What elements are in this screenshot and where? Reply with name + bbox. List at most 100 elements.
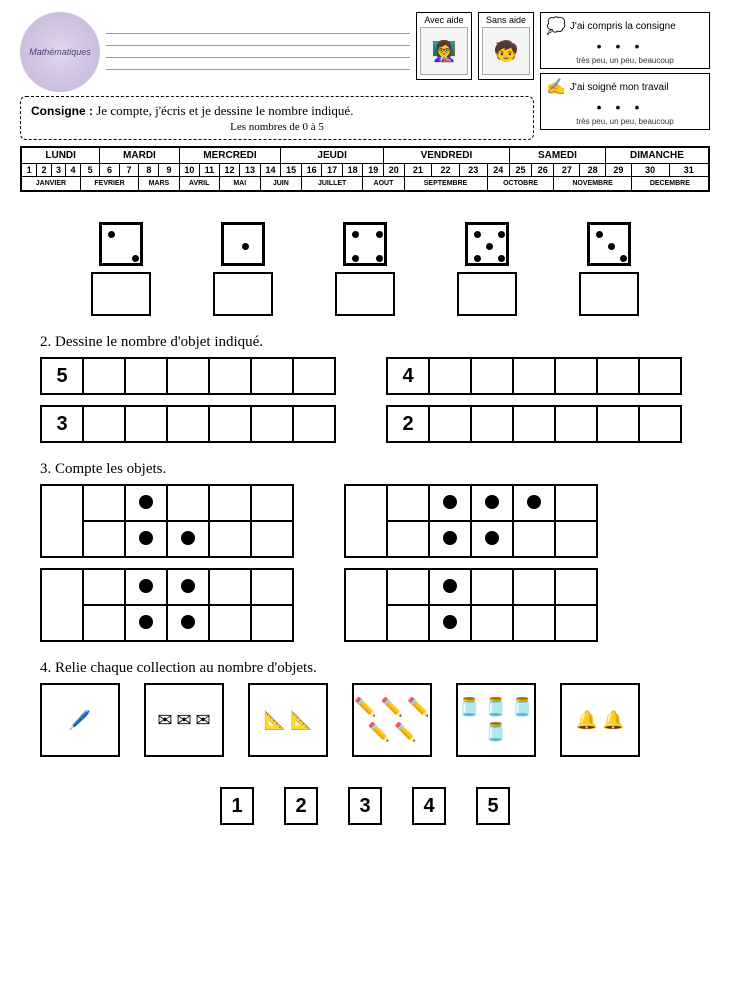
answer-box[interactable] [91,272,151,316]
collection-box[interactable]: 🫙🫙🫙🫙 [456,683,536,757]
calendar-month: JUIN [260,177,301,192]
calendar-date[interactable]: 31 [669,164,709,177]
number-box[interactable]: 2 [284,787,318,825]
calendar-day: VENDREDI [383,147,509,164]
consigne-label: Consigne : [31,104,93,118]
answer-box[interactable] [579,272,639,316]
name-lines[interactable] [106,12,410,70]
calendar-date[interactable]: 2 [37,164,52,177]
calendar-date[interactable]: 14 [260,164,281,177]
calendar-date[interactable]: 10 [179,164,200,177]
count-frame [344,568,598,642]
dice [221,222,265,266]
calendar-month: MAI [219,177,260,192]
calendar-month: JUILLET [301,177,363,192]
collection-box[interactable]: 🖊️ [40,683,120,757]
consigne-box: Consigne : Je compte, j'écris et je dess… [20,96,534,140]
dice-group [335,222,395,316]
calendar-date[interactable]: 27 [554,164,580,177]
collection-box[interactable]: 🔔🔔 [560,683,640,757]
calendar-month: MARS [139,177,179,192]
calendar-date[interactable]: 26 [532,164,554,177]
dice-group [579,222,639,316]
calendar-date[interactable]: 16 [301,164,322,177]
calendar-date[interactable]: 22 [432,164,460,177]
calendar-date[interactable]: 12 [219,164,240,177]
calendar-date[interactable]: 6 [100,164,119,177]
subject-logo: Mathématiques [20,12,100,92]
count-frame [40,568,294,642]
calendar-date[interactable]: 1 [21,164,37,177]
calendar-date[interactable]: 17 [322,164,343,177]
calendar-month: AOUT [363,177,404,192]
number-box[interactable]: 4 [412,787,446,825]
calendar-month: JANVIER [21,177,80,192]
calendar-date[interactable]: 11 [200,164,220,177]
calendar-date[interactable]: 29 [605,164,631,177]
calendar-day: JEUDI [281,147,384,164]
calendar-day: LUNDI [21,147,100,164]
calendar-date[interactable]: 3 [51,164,66,177]
calendar-month: SEPTEMBRE [404,177,487,192]
calendar-date[interactable]: 9 [159,164,179,177]
dice [343,222,387,266]
sans-aide-box: Sans aide 🧒 [478,12,534,80]
calendar-date[interactable]: 4 [66,164,81,177]
count-answer[interactable] [41,569,83,641]
calendar-date[interactable]: 25 [509,164,531,177]
calendar-date[interactable]: 13 [240,164,261,177]
ex4-title: 4. Relie chaque collection au nombre d'o… [40,660,710,677]
number-box[interactable]: 1 [220,787,254,825]
calendar-date[interactable]: 28 [580,164,606,177]
count-answer[interactable] [345,569,387,641]
calendar-date[interactable]: 20 [383,164,404,177]
calendar-date[interactable]: 24 [487,164,509,177]
calendar-date[interactable]: 8 [139,164,159,177]
calendar-date[interactable]: 15 [281,164,302,177]
calendar-date[interactable]: 23 [459,164,487,177]
consigne-subtitle: Les nombres de 0 à 5 [31,121,523,133]
calendar-day: MERCREDI [179,147,281,164]
dice [587,222,631,266]
thinking-icon: 💭 [546,16,566,36]
ex3-title: 3. Compte les objets. [40,461,710,478]
draw-frame[interactable]: 5 [40,357,336,395]
calendar-date[interactable]: 30 [631,164,669,177]
collection-box[interactable]: 📐📐 [248,683,328,757]
count-answer[interactable] [345,485,387,557]
count-answer[interactable] [41,485,83,557]
eval-compris-box: 💭J'ai compris la consigne ••• très peu, … [540,12,710,69]
calendar-day: SAMEDI [509,147,605,164]
ex4-collections: 🖊️ ✉✉✉ 📐📐 ✏️✏️✏️✏️✏️ 🫙🫙🫙🫙 🔔🔔 [40,683,710,757]
worksheet-page: Mathématiques Avec aide 👩‍🏫 Sans aide 🧒 … [0,0,730,1004]
ex2-title: 2. Dessine le nombre d'objet indiqué. [40,334,710,351]
calendar: LUNDIMARDIMERCREDIJEUDIVENDREDISAMEDIDIM… [20,146,710,192]
draw-frame[interactable]: 3 [40,405,336,443]
ex3-container [20,484,710,642]
count-frame [344,484,598,558]
answer-box[interactable] [457,272,517,316]
draw-frame[interactable]: 2 [386,405,682,443]
dice [99,222,143,266]
answer-box[interactable] [335,272,395,316]
draw-frame[interactable]: 4 [386,357,682,395]
calendar-day: DIMANCHE [605,147,709,164]
calendar-date[interactable]: 18 [342,164,363,177]
calendar-month: FEVRIER [80,177,138,192]
ex2-container: 5 4 3 2 [20,357,710,443]
collection-box[interactable]: ✉✉✉ [144,683,224,757]
calendar-date[interactable]: 21 [404,164,432,177]
header: Mathématiques Avec aide 👩‍🏫 Sans aide 🧒 [20,12,534,92]
eval-soigne-box: ✍J'ai soigné mon travail ••• très peu, u… [540,73,710,130]
calendar-month: NOVEMBRE [554,177,631,192]
calendar-date[interactable]: 7 [119,164,139,177]
calendar-date[interactable]: 19 [363,164,384,177]
ex1-dice-row [60,222,670,316]
answer-box[interactable] [213,272,273,316]
calendar-date[interactable]: 5 [80,164,99,177]
calendar-month: DECEMBRE [631,177,709,192]
number-box[interactable]: 3 [348,787,382,825]
number-box[interactable]: 5 [476,787,510,825]
consigne-text: Je compte, j'écris et je dessine le nomb… [96,103,353,118]
collection-box[interactable]: ✏️✏️✏️✏️✏️ [352,683,432,757]
